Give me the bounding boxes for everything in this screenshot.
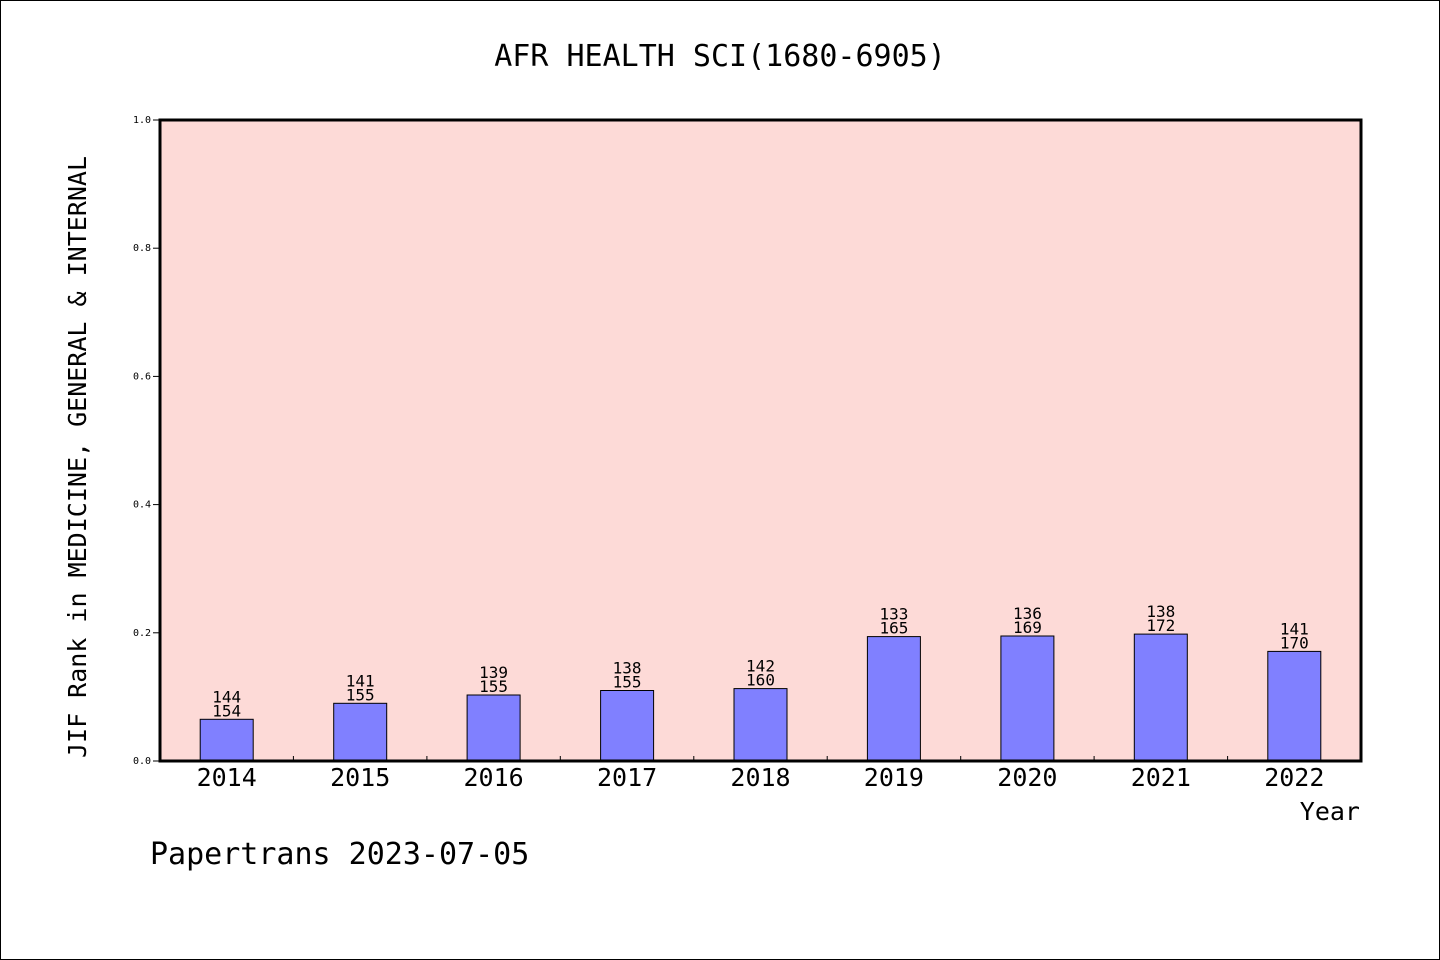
total-label-2015: 155 <box>346 685 375 704</box>
x-axis-ticks: 2014 2015 2016 2017 2018 2019 2020 2021 2022 <box>197 756 1324 792</box>
x-tick-label-2014: 2014 <box>197 763 257 792</box>
y-tick-label: 0.2 <box>133 628 151 639</box>
rank-label-2015: 141 <box>346 671 375 690</box>
rank-label-2014: 144 <box>212 687 241 706</box>
x-tick-label-2017: 2017 <box>597 763 657 792</box>
total-label-2018: 160 <box>746 671 775 690</box>
total-label-2019: 165 <box>879 619 908 638</box>
rank-label-2016: 139 <box>479 663 508 682</box>
rank-label-2020: 136 <box>1013 604 1042 623</box>
y-tick-label: 0.0 <box>133 756 151 767</box>
chart-title: AFR HEALTH SCI(1680-6905) <box>494 39 946 74</box>
x-tick-label-2015: 2015 <box>330 763 390 792</box>
bar-2018 <box>733 688 788 762</box>
bar-2015 <box>333 702 388 762</box>
rank-label-2017: 138 <box>613 659 642 678</box>
total-label-2022: 170 <box>1280 633 1309 652</box>
y-tick-label: 0.8 <box>133 243 151 254</box>
bar-2016 <box>466 694 521 762</box>
total-label-2021: 172 <box>1146 616 1175 635</box>
rank-label-2019: 133 <box>879 605 908 624</box>
bar-2019 <box>866 636 921 762</box>
x-tick-label-2019: 2019 <box>864 763 924 792</box>
bars-layer <box>199 633 1322 762</box>
y-axis-label: JIF Rank in MEDICINE, GENERAL & INTERNAL <box>63 156 92 758</box>
bar-2014 <box>199 718 254 762</box>
y-tick-label: 0.4 <box>133 500 151 511</box>
rank-label-2018: 142 <box>746 657 775 676</box>
y-tick-label: 1.0 <box>133 115 151 126</box>
plot-border <box>158 118 1363 763</box>
x-tick-label-2020: 2020 <box>997 763 1057 792</box>
footer-watermark: Papertrans 2023-07-05 <box>150 837 529 872</box>
x-tick-label-2016: 2016 <box>463 763 523 792</box>
y-tick-label: 0.6 <box>133 371 151 382</box>
bar-2017 <box>600 690 655 762</box>
x-axis-label: Year <box>1300 797 1360 826</box>
rank-label-2022: 141 <box>1280 619 1309 638</box>
x-tick-label-2022: 2022 <box>1264 763 1324 792</box>
rank-label-2021: 138 <box>1146 602 1175 621</box>
y-axis-ticks: 0.0 0.2 0.4 0.6 0.8 1.0 <box>133 115 160 767</box>
bar-2021 <box>1133 633 1188 762</box>
bar-2020 <box>1000 635 1055 762</box>
total-label-2020: 169 <box>1013 618 1042 637</box>
total-label-2017: 155 <box>613 673 642 692</box>
data-labels-layer: 1441541411551391551381551421601331651361… <box>212 602 1309 720</box>
total-label-2014: 154 <box>212 701 241 720</box>
x-tick-label-2018: 2018 <box>730 763 790 792</box>
total-label-2016: 155 <box>479 677 508 696</box>
bar-2022 <box>1267 650 1322 762</box>
x-tick-label-2021: 2021 <box>1131 763 1191 792</box>
